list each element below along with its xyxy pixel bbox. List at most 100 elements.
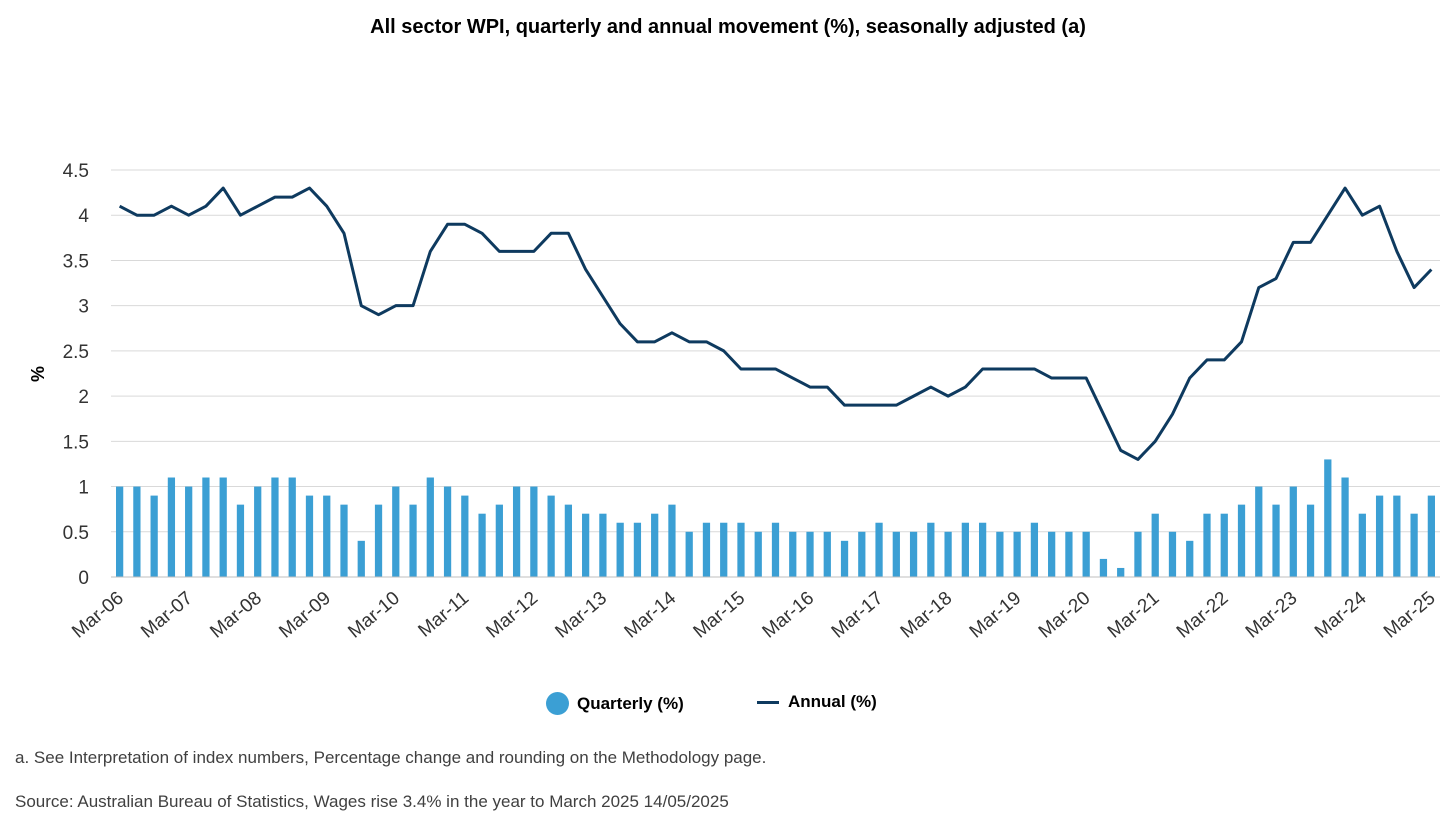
bar-quarterly[interactable] — [409, 504, 417, 577]
bar-quarterly[interactable] — [875, 522, 883, 577]
bar-quarterly[interactable] — [1358, 513, 1366, 577]
bar-quarterly[interactable] — [961, 522, 969, 577]
y-tick-label: 0.5 — [63, 523, 89, 544]
bar-quarterly[interactable] — [978, 522, 987, 577]
bar-quarterly[interactable] — [1134, 531, 1142, 577]
bar-quarterly[interactable] — [254, 486, 262, 577]
x-tick-label: Mar-13 — [552, 588, 612, 643]
bar-quarterly[interactable] — [564, 504, 573, 577]
bar-quarterly[interactable] — [478, 513, 486, 577]
bar-quarterly[interactable] — [892, 531, 900, 577]
bar-quarterly[interactable] — [737, 522, 745, 577]
bar-quarterly[interactable] — [1099, 558, 1108, 577]
x-tick-label: Mar-11 — [415, 588, 474, 642]
x-tick-label: Mar-20 — [1035, 588, 1095, 643]
y-tick-label: 2 — [78, 387, 89, 408]
bar-quarterly[interactable] — [754, 531, 762, 577]
y-tick-label: 2.5 — [63, 342, 89, 363]
line-annual[interactable] — [118, 186, 1433, 461]
bar-quarterly[interactable] — [1324, 459, 1332, 577]
bar-quarterly[interactable] — [823, 531, 831, 577]
bar-quarterly[interactable] — [927, 522, 935, 577]
bar-quarterly[interactable] — [1306, 504, 1315, 577]
bar-quarterly[interactable] — [271, 477, 279, 577]
bar-quarterly[interactable] — [1048, 531, 1056, 577]
bar-quarterly[interactable] — [909, 531, 918, 577]
bar-quarterly[interactable] — [202, 477, 210, 577]
bar-quarterly[interactable] — [789, 531, 797, 577]
bar-quarterly[interactable] — [651, 513, 659, 577]
bar-quarterly[interactable] — [547, 495, 555, 577]
bar-quarterly[interactable] — [702, 522, 711, 577]
bar-quarterly[interactable] — [1255, 486, 1263, 577]
bar-quarterly[interactable] — [806, 531, 814, 577]
bar-quarterly[interactable] — [1375, 495, 1384, 577]
bar-quarterly[interactable] — [1168, 531, 1177, 577]
bar-quarterly[interactable] — [495, 504, 503, 577]
bar-quarterly[interactable] — [1237, 504, 1246, 577]
bar-quarterly[interactable] — [150, 495, 158, 577]
x-tick-label: Mar-21 — [1104, 588, 1164, 643]
bar-quarterly[interactable] — [1393, 495, 1401, 577]
bar-quarterly[interactable] — [1013, 531, 1021, 577]
bar-quarterly[interactable] — [323, 495, 331, 577]
bar-quarterly[interactable] — [599, 513, 607, 577]
bar-quarterly[interactable] — [133, 486, 141, 577]
bar-quarterly[interactable] — [996, 531, 1004, 577]
y-tick-label: 1.5 — [63, 432, 89, 453]
legend-swatch-annual — [757, 700, 779, 704]
x-tick-label: Mar-18 — [897, 588, 957, 643]
bar-quarterly[interactable] — [236, 504, 245, 577]
legend-item-quarterly[interactable]: Quarterly (%) — [546, 692, 684, 715]
bar-quarterly[interactable] — [1220, 513, 1228, 577]
bar-quarterly[interactable] — [720, 522, 728, 577]
bar-quarterly[interactable] — [357, 540, 365, 577]
x-tick-label: Mar-17 — [828, 588, 888, 643]
bar-quarterly[interactable] — [1117, 567, 1125, 577]
bar-quarterly[interactable] — [840, 540, 849, 577]
bar-quarterly[interactable] — [633, 522, 642, 577]
bar-quarterly[interactable] — [288, 477, 296, 577]
x-tick-label: Mar-25 — [1380, 588, 1440, 643]
x-tick-label: Mar-16 — [759, 588, 819, 643]
bar-quarterly[interactable] — [685, 531, 693, 577]
bar-quarterly[interactable] — [771, 522, 780, 577]
bar-quarterly[interactable] — [374, 504, 383, 577]
bar-quarterly[interactable] — [1151, 513, 1159, 577]
bar-quarterly[interactable] — [443, 486, 452, 577]
bar-quarterly[interactable] — [1203, 513, 1211, 577]
bar-quarterly[interactable] — [668, 504, 676, 577]
bar-quarterly[interactable] — [185, 486, 193, 577]
bar-quarterly[interactable] — [167, 477, 176, 577]
bar-quarterly[interactable] — [530, 486, 538, 577]
bar-quarterly[interactable] — [1341, 477, 1349, 577]
x-tick-label: Mar-06 — [68, 588, 128, 643]
bar-quarterly[interactable] — [392, 486, 400, 577]
bar-quarterly[interactable] — [512, 486, 521, 577]
bar-quarterly[interactable] — [1065, 531, 1073, 577]
bar-quarterly[interactable] — [1272, 504, 1280, 577]
bar-quarterly[interactable] — [1082, 531, 1090, 577]
bar-quarterly[interactable] — [944, 531, 952, 577]
chart-title: All sector WPI, quarterly and annual mov… — [370, 16, 1086, 38]
x-tick-label: Mar-07 — [137, 588, 197, 643]
bar-quarterly[interactable] — [305, 495, 314, 577]
bar-quarterly[interactable] — [858, 531, 866, 577]
bar-quarterly[interactable] — [582, 513, 590, 577]
bar-quarterly[interactable] — [1030, 522, 1039, 577]
bar-quarterly[interactable] — [116, 486, 124, 577]
legend-item-annual[interactable]: Annual (%) — [757, 692, 877, 712]
bar-quarterly[interactable] — [1427, 495, 1435, 577]
x-tick-label: Mar-15 — [690, 588, 750, 643]
bar-quarterly[interactable] — [1289, 486, 1297, 577]
bar-quarterly[interactable] — [1186, 540, 1194, 577]
bar-quarterly[interactable] — [616, 522, 624, 577]
bar-quarterly[interactable] — [426, 477, 434, 577]
y-tick-label: 3.5 — [63, 251, 89, 272]
bar-quarterly[interactable] — [219, 477, 227, 577]
x-tick-label: Mar-09 — [275, 588, 335, 643]
bar-quarterly[interactable] — [1410, 513, 1418, 577]
bar-quarterly[interactable] — [340, 504, 348, 577]
bar-quarterly[interactable] — [461, 495, 469, 577]
